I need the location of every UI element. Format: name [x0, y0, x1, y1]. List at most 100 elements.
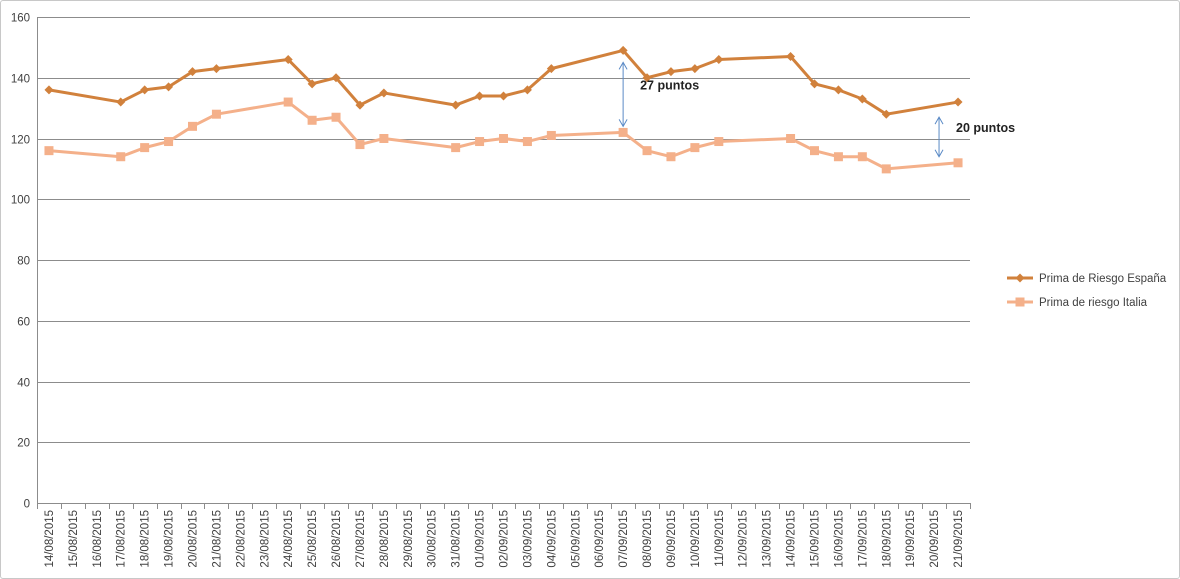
data-point-marker	[714, 137, 724, 147]
x-tick-label: 09/09/2015	[666, 510, 678, 568]
data-point-marker	[331, 73, 341, 83]
x-tick-label: 26/08/2015	[331, 510, 343, 568]
x-tick-label: 06/09/2015	[594, 510, 606, 568]
data-point-marker	[786, 134, 796, 143]
x-tick-label: 14/08/2015	[44, 510, 56, 568]
x-axis: 14/08/2015 15/08/2015 16/08/2015 17/08/2015…	[37, 17, 971, 568]
x-tick-label: 19/09/2015	[905, 510, 917, 568]
x-tick-label: 12/09/2015	[738, 510, 750, 568]
data-point-marker	[666, 152, 676, 162]
data-point-marker	[546, 64, 556, 74]
x-tick-label: 27/08/2015	[355, 510, 367, 568]
data-point-marker	[307, 79, 317, 89]
data-point-marker	[714, 55, 724, 65]
data-point-marker	[546, 130, 556, 140]
y-tick-label: 140	[11, 74, 30, 86]
series-line	[48, 48, 959, 116]
data-point-marker	[833, 85, 843, 95]
data-point-marker	[355, 140, 365, 150]
data-point-marker	[857, 94, 867, 104]
arrow-head	[934, 149, 944, 158]
data-point-marker	[953, 158, 963, 168]
data-point-marker	[475, 137, 485, 147]
data-point-marker	[283, 97, 293, 107]
x-tick-label: 30/08/2015	[427, 510, 439, 568]
arrow-head	[618, 119, 628, 128]
data-point-marker	[618, 127, 628, 137]
legend-label: Prima de Riesgo España	[1039, 273, 1167, 285]
x-tick-label: 22/08/2015	[235, 510, 247, 568]
data-point-marker	[499, 134, 508, 143]
y-tick-label: 120	[11, 135, 30, 147]
arrow-head	[934, 116, 944, 125]
y-tick-label: 100	[11, 195, 30, 207]
legend-marker	[1015, 273, 1025, 283]
annotations: 27 puntos 20 puntos	[618, 61, 1015, 158]
data-point-marker	[331, 112, 341, 122]
x-tick-label: 24/08/2015	[283, 510, 295, 568]
y-tick-label: 20	[17, 438, 30, 450]
x-tick-label: 17/09/2015	[857, 510, 869, 568]
x-tick-label: 13/09/2015	[762, 510, 774, 568]
data-point-marker	[164, 137, 174, 147]
data-point-marker	[283, 55, 293, 65]
data-point-marker	[690, 143, 700, 153]
data-point-marker	[618, 45, 628, 55]
x-tick-label: 02/09/2015	[499, 510, 511, 568]
x-tick-label: 18/08/2015	[140, 510, 152, 568]
data-point-marker	[140, 143, 150, 153]
data-point-marker	[522, 85, 532, 95]
data-point-marker	[522, 137, 532, 147]
data-point-marker	[642, 73, 652, 83]
x-tick-label: 31/08/2015	[451, 510, 463, 568]
x-tick-label: 19/08/2015	[164, 510, 176, 568]
x-tick-label: 29/08/2015	[403, 510, 415, 568]
y-tick-label: 80	[17, 256, 30, 268]
data-point-marker	[953, 97, 963, 107]
x-tick-label: 05/09/2015	[570, 510, 582, 568]
data-point-marker	[475, 91, 485, 101]
data-point-marker	[211, 109, 221, 119]
arrow-head	[618, 61, 628, 70]
legend-label: Prima de riesgo Italia	[1039, 297, 1148, 309]
x-tick-label: 15/08/2015	[68, 510, 80, 568]
x-tick-label: 15/09/2015	[810, 510, 822, 568]
data-point-marker	[642, 146, 652, 156]
series-group	[44, 45, 963, 174]
y-tick-label: 40	[17, 378, 30, 390]
x-tick-label: 20/08/2015	[188, 510, 200, 568]
x-tick-label: 01/09/2015	[475, 510, 487, 568]
annotation-label: 27 puntos	[640, 78, 699, 92]
x-tick-label: 11/09/2015	[714, 510, 726, 567]
x-tick-label: 18/09/2015	[881, 510, 893, 568]
data-point-marker	[379, 88, 389, 98]
data-point-marker	[116, 152, 126, 162]
data-point-marker	[857, 152, 867, 162]
data-point-marker	[140, 85, 150, 95]
data-point-marker	[164, 82, 174, 92]
x-tick-label: 16/09/2015	[833, 510, 845, 568]
data-point-marker	[188, 121, 197, 131]
data-point-marker	[881, 109, 891, 119]
x-tick-label: 08/09/2015	[642, 510, 654, 568]
x-tick-label: 17/08/2015	[116, 510, 128, 568]
data-point-marker	[44, 146, 54, 156]
data-point-marker	[211, 64, 221, 74]
x-tick-label: 16/08/2015	[92, 510, 104, 568]
data-point-marker	[786, 51, 796, 61]
x-tick-label: 21/08/2015	[211, 510, 223, 568]
x-tick-label: 03/09/2015	[522, 510, 534, 568]
annotation-label: 20 puntos	[956, 121, 1015, 135]
y-axis-ticks: 0 20 40 60 80 100 120 140 160	[11, 13, 30, 511]
data-point-marker	[810, 146, 819, 156]
data-point-marker	[666, 67, 676, 77]
x-tick-label: 04/09/2015	[546, 510, 558, 568]
y-tick-label: 0	[24, 499, 30, 511]
data-point-marker	[451, 100, 461, 110]
y-tick-label: 160	[11, 13, 30, 25]
data-point-marker	[188, 67, 197, 77]
data-point-marker	[810, 79, 819, 89]
data-point-marker	[833, 152, 843, 162]
data-point-marker	[499, 91, 508, 101]
